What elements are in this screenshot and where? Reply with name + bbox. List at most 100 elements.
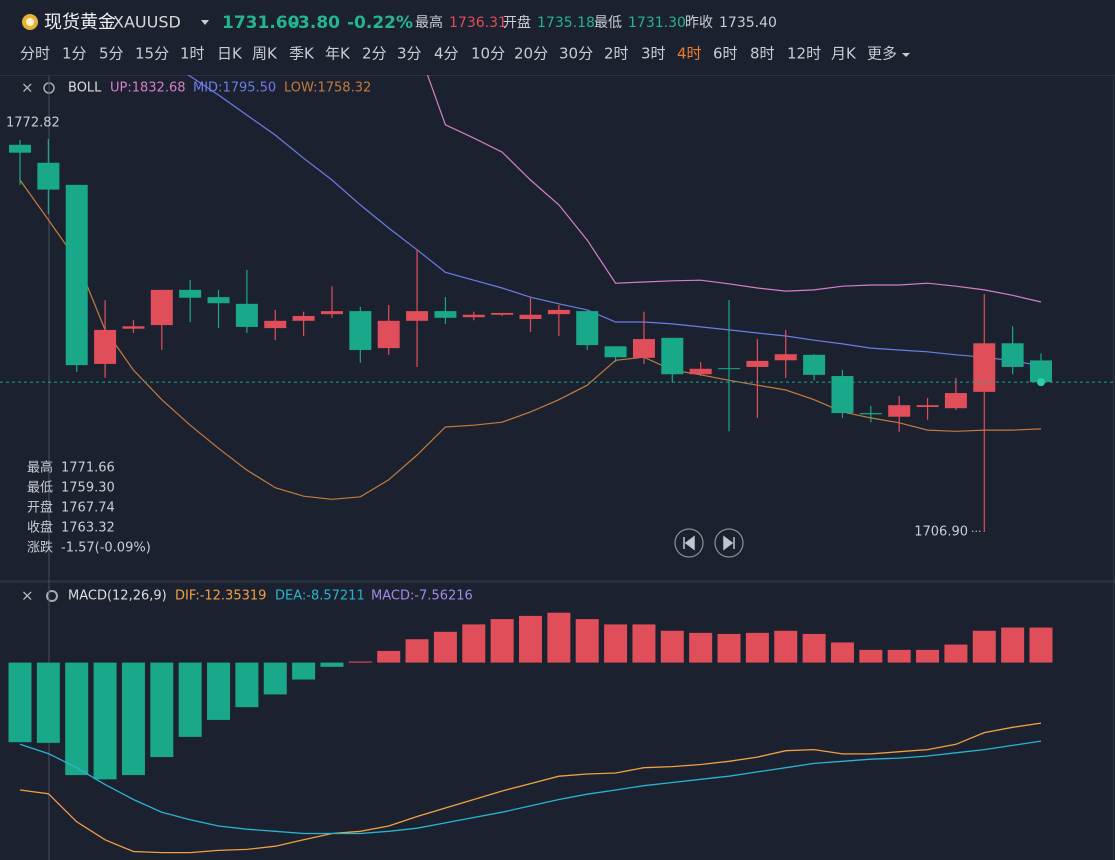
candle-body	[37, 162, 60, 190]
macd-bar	[178, 662, 202, 737]
timeframe-tab[interactable]: 20分	[514, 45, 548, 63]
indicator-title: MACD(12,26,9)	[68, 589, 167, 604]
price-change-pct: -0.22%	[347, 13, 413, 33]
macd-bar	[547, 612, 571, 663]
macd-bar	[348, 661, 372, 663]
macd-bar	[462, 624, 486, 663]
candle-body	[179, 289, 202, 298]
candle-body	[235, 303, 258, 327]
timeframe-tab[interactable]: 月K	[831, 45, 857, 63]
more-caret[interactable]	[902, 53, 910, 57]
candle-body	[94, 329, 117, 364]
macd-bar	[632, 624, 656, 663]
timeframe-tab[interactable]: 3分	[397, 45, 422, 63]
candle-body	[944, 393, 967, 409]
timeframe-tab[interactable]: 4分	[434, 45, 459, 63]
prev-icon[interactable]	[683, 535, 695, 551]
candle-body	[491, 312, 514, 315]
info-value: 1767.74	[61, 501, 115, 516]
last-price: 1731.60	[222, 13, 300, 33]
timeframe-tab[interactable]: 12时	[787, 45, 821, 63]
candle-body	[406, 311, 429, 321]
macd-bar	[660, 630, 684, 663]
macd-bar	[292, 662, 316, 680]
price-change: -3.80	[291, 13, 340, 33]
macd-bar	[8, 662, 32, 743]
timeframe-tab[interactable]: 3时	[641, 45, 666, 63]
candle-body	[746, 360, 769, 367]
timeframe-tab[interactable]: 2时	[604, 45, 629, 63]
legend-entry: DEA:-8.57211	[275, 589, 365, 604]
timeframe-tab[interactable]: 年K	[325, 45, 351, 63]
indicator-title: BOLL	[68, 81, 102, 96]
timeframe-tab[interactable]: 季K	[289, 45, 315, 63]
macd-bar	[377, 650, 401, 663]
instrument-symbol[interactable]: XAUUSD	[113, 13, 181, 32]
candle-body	[150, 289, 173, 326]
next-icon[interactable]	[723, 535, 735, 551]
instrument-name[interactable]: 现货黄金	[44, 12, 116, 33]
annotation-dots: ···	[971, 525, 982, 538]
legend-entry: MID:1795.50	[193, 81, 276, 96]
candle-body	[320, 311, 343, 315]
macd-bar	[802, 633, 826, 663]
timeframe-tab[interactable]: 5分	[99, 45, 124, 63]
timeframe-tab[interactable]: 1分	[62, 45, 87, 63]
macd-bar	[93, 662, 117, 780]
candle-body	[65, 184, 88, 366]
stat-label: 昨收	[685, 15, 713, 31]
macd-bar	[575, 619, 599, 663]
macd-bar	[1029, 627, 1053, 663]
macd-bar	[689, 632, 713, 663]
info-value: 1759.30	[61, 481, 115, 496]
candle-body	[803, 354, 826, 375]
dropdown-caret[interactable]	[201, 20, 209, 25]
macd-bar	[944, 644, 968, 663]
candle-body	[1001, 343, 1024, 367]
stat-value: 1735.18	[537, 15, 595, 31]
timeframe-tab[interactable]: 周K	[252, 45, 278, 63]
close-icon[interactable]: ×	[21, 587, 34, 605]
info-value: 1763.32	[61, 521, 115, 536]
macd-bar	[235, 662, 259, 708]
timeframe-tab[interactable]: 10分	[471, 45, 505, 63]
info-value: -1.57(-0.09%)	[61, 541, 151, 556]
macd-bar	[774, 630, 798, 663]
info-label: 涨跌	[27, 540, 53, 556]
gold-icon-core	[26, 18, 34, 26]
candle-body	[122, 326, 145, 329]
candle-body	[292, 315, 315, 321]
macd-bar	[320, 662, 344, 667]
timeframe-tab[interactable]: 分时	[20, 45, 50, 63]
close-icon[interactable]: ×	[21, 79, 34, 97]
timeframe-tab[interactable]: 4时	[677, 45, 702, 63]
candle-body	[859, 413, 882, 415]
current-price-dot	[1037, 378, 1045, 387]
candle-body	[632, 339, 655, 358]
candle-body	[888, 405, 911, 417]
legend-entry: UP:1832.68	[110, 81, 186, 96]
macd-bar	[604, 624, 628, 663]
candle-body	[207, 297, 230, 304]
timeframe-tab[interactable]: 1时	[180, 45, 205, 63]
info-label: 最高	[27, 460, 53, 476]
info-label: 最低	[27, 481, 53, 496]
timeframe-tab[interactable]: 2分	[362, 45, 387, 63]
timeframe-tab[interactable]: 15分	[135, 45, 169, 63]
candle-body	[718, 368, 741, 370]
timeframe-tab[interactable]: 日K	[217, 45, 243, 63]
stat-label: 开盘	[503, 14, 531, 31]
candle-body	[831, 376, 854, 414]
timeframe-tab[interactable]: 更多	[867, 45, 897, 63]
candle-body	[689, 368, 712, 375]
timeframe-tab[interactable]: 6时	[713, 45, 738, 63]
price-annotation: 1772.82	[6, 116, 60, 131]
info-value: 1771.66	[61, 461, 115, 476]
macd-line	[19, 722, 1042, 854]
candle-body	[462, 314, 485, 318]
timeframe-tab[interactable]: 30分	[559, 45, 593, 63]
timeframe-tab[interactable]: 8时	[750, 45, 775, 63]
settings-icon[interactable]	[46, 590, 58, 602]
